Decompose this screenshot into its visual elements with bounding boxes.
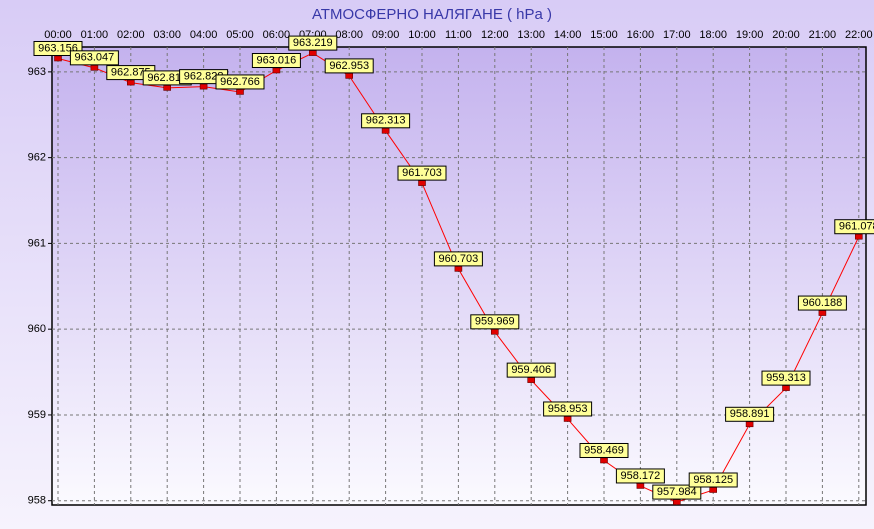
value-label: 962.766 xyxy=(220,76,260,88)
y-tick-label: 961 xyxy=(28,237,46,249)
value-label: 960.188 xyxy=(803,297,843,309)
value-label: 962.875 xyxy=(111,66,151,78)
value-label: 963.016 xyxy=(257,54,297,66)
x-tick-label: 17:00 xyxy=(663,29,691,41)
marker xyxy=(54,55,62,62)
value-label-box xyxy=(652,484,702,500)
x-tick-label: 09:00 xyxy=(372,29,400,41)
marker xyxy=(199,83,208,90)
y-tick-label: 959 xyxy=(28,409,46,421)
plot-area xyxy=(51,46,867,506)
marker xyxy=(636,483,645,489)
value-label-box xyxy=(397,165,447,181)
value-label-box xyxy=(69,50,119,66)
x-tick-label: 02:00 xyxy=(117,29,145,41)
value-label-box xyxy=(688,472,738,488)
marker xyxy=(127,79,135,86)
value-label-box xyxy=(433,251,483,267)
chart-title: АТМОСФЕРНО НАЛЯГАНЕ ( hPa ) xyxy=(312,6,552,23)
value-label-box xyxy=(761,370,811,386)
marker xyxy=(90,65,99,71)
marker xyxy=(345,73,354,79)
marker xyxy=(745,421,754,428)
value-label: 958.891 xyxy=(730,408,770,420)
value-label-box xyxy=(470,314,520,330)
value-label-box xyxy=(579,442,629,458)
value-label-box xyxy=(215,74,265,90)
marker xyxy=(308,50,317,56)
value-label: 963.047 xyxy=(75,52,115,64)
value-label: 960.703 xyxy=(439,253,479,265)
value-label: 961.703 xyxy=(402,167,442,179)
marker xyxy=(527,377,536,383)
value-label: 958.125 xyxy=(693,474,733,486)
value-label-box xyxy=(543,401,593,417)
value-label-box xyxy=(834,219,874,235)
marker xyxy=(782,385,790,391)
value-label: 961.078 xyxy=(839,221,874,233)
x-tick-label: 03:00 xyxy=(153,29,181,41)
x-tick-label: 16:00 xyxy=(627,29,655,41)
y-tick-label: 963 xyxy=(28,66,46,78)
value-label: 957.984 xyxy=(657,486,697,498)
marker xyxy=(272,67,281,74)
value-label: 962.828 xyxy=(184,71,224,83)
x-tick-label: 06:00 xyxy=(263,29,291,41)
y-tick-label: 960 xyxy=(28,323,46,335)
value-label: 958.953 xyxy=(548,403,588,415)
value-label: 963.219 xyxy=(293,37,333,49)
value-label: 959.969 xyxy=(475,316,515,328)
marker xyxy=(600,457,608,464)
value-label-box xyxy=(251,53,301,69)
value-label-box xyxy=(361,113,411,129)
value-label: 958.172 xyxy=(621,470,661,482)
marker xyxy=(381,127,390,134)
marker xyxy=(854,233,863,240)
value-label: 962.813 xyxy=(147,72,187,84)
x-tick-label: 14:00 xyxy=(554,29,582,41)
marker xyxy=(709,487,718,493)
y-tick-label: 958 xyxy=(28,495,46,507)
value-label: 958.469 xyxy=(584,444,624,456)
value-label-box xyxy=(797,295,847,311)
x-tick-label: 18:00 xyxy=(699,29,727,41)
y-tick-label: 962 xyxy=(28,152,46,164)
marker xyxy=(418,180,426,186)
marker xyxy=(163,85,171,91)
x-tick-label: 19:00 xyxy=(736,29,764,41)
marker xyxy=(818,310,827,316)
value-label: 963.156 xyxy=(38,42,78,54)
value-label-box xyxy=(725,406,775,422)
x-tick-label: 20:00 xyxy=(772,29,800,41)
x-tick-label: 05:00 xyxy=(226,29,254,41)
x-tick-label: 13:00 xyxy=(517,29,545,41)
x-tick-label: 12:00 xyxy=(481,29,509,41)
value-label-box xyxy=(288,35,338,51)
x-tick-label: 22:00 xyxy=(845,29,873,41)
value-label: 959.406 xyxy=(511,364,551,376)
marker xyxy=(563,416,572,422)
value-label: 959.313 xyxy=(766,372,806,384)
x-tick-label: 04:00 xyxy=(190,29,218,41)
marker xyxy=(454,266,463,272)
x-tick-label: 00:00 xyxy=(44,29,72,41)
x-tick-label: 01:00 xyxy=(81,29,109,41)
x-tick-label: 21:00 xyxy=(809,29,837,41)
value-label: 962.953 xyxy=(329,60,369,72)
value-label-box xyxy=(615,468,665,484)
marker xyxy=(490,329,499,335)
marker xyxy=(672,499,681,505)
value-label: 962.313 xyxy=(366,115,406,127)
x-tick-label: 15:00 xyxy=(590,29,618,41)
x-tick-label: 11:00 xyxy=(445,29,472,41)
x-tick-label: 10:00 xyxy=(408,29,436,41)
value-label-box xyxy=(506,362,556,378)
x-tick-label: 08:00 xyxy=(335,29,363,41)
marker xyxy=(236,89,244,95)
value-label-box xyxy=(324,58,374,74)
